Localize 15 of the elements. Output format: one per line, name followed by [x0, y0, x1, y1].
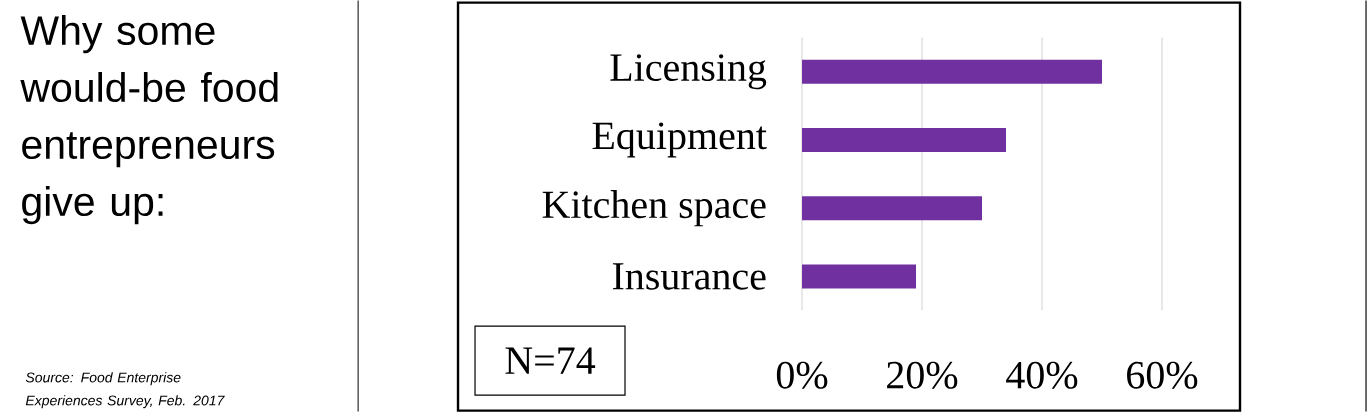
text: Why some would-be food entrepreneurs give up:: [20, 14, 278, 225]
bar: [802, 264, 916, 289]
x-tick-label: 20%: [887, 361, 958, 389]
y-tick-label: Kitchen space: [542, 189, 766, 227]
bar: [802, 59, 1102, 84]
x-tick-label: 40%: [1006, 361, 1078, 389]
bar: [802, 196, 982, 221]
y-tick-label: Equipment: [592, 122, 767, 158]
x-tick-label: 0%: [776, 361, 828, 389]
bar: [802, 127, 1006, 152]
x-tick-label: 60%: [1127, 361, 1198, 389]
y-tick-label: Licensing: [610, 54, 767, 90]
y-tick-label: Insurance: [612, 263, 766, 290]
source-note: Source: Food Enterprise Experiences Survey, Feb. 2017: [25, 372, 225, 409]
text: N=74: [505, 347, 596, 374]
